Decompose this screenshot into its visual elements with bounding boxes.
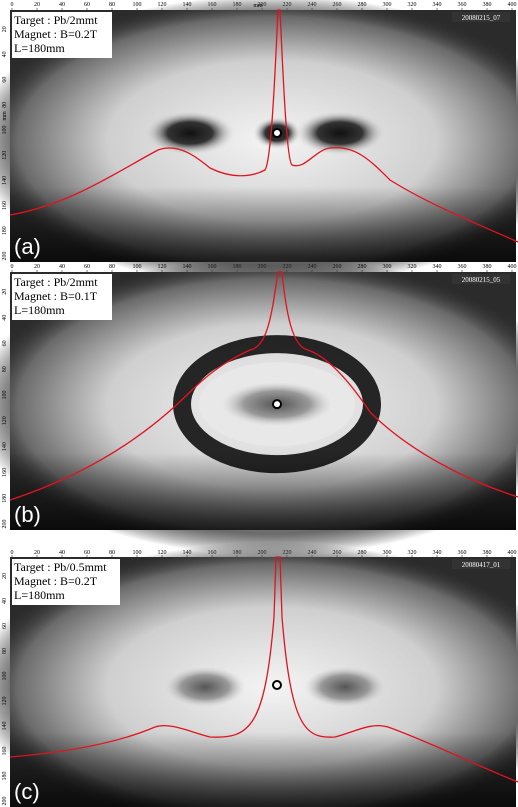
x-tick-label: 380 — [483, 2, 492, 8]
x-tick-label: 360 — [458, 550, 467, 556]
y-tick-label: 60 — [2, 77, 8, 83]
x-tick-label: 400 — [508, 264, 517, 270]
date-stamp: 20080215_05 — [462, 276, 501, 284]
y-tick-label: 100 — [2, 126, 8, 135]
x-tick-label: 360 — [458, 264, 467, 270]
y-tick-label: 120 — [2, 697, 8, 706]
center-spot — [273, 400, 281, 408]
y-tick-label: 140 — [2, 722, 8, 731]
x-tick-label: 40 — [59, 2, 65, 8]
x-tick-label: 60 — [84, 264, 90, 270]
x-tick-label: 320 — [408, 2, 417, 8]
info-line: L=180mm — [14, 303, 65, 317]
x-tick-label: 80 — [109, 2, 115, 8]
y-tick-label: 120 — [2, 151, 8, 160]
x-tick-label: 60 — [84, 550, 90, 556]
info-line: L=180mm — [14, 41, 65, 55]
x-tick-label: 400 — [508, 550, 517, 556]
info-line: Magnet : B=0.1T — [14, 289, 98, 303]
x-tick-label: 100 — [133, 2, 142, 8]
x-tick-label: 40 — [59, 550, 65, 556]
y-tick-label: 80 — [2, 648, 8, 654]
panel-label: (b) — [14, 502, 41, 527]
x-tick-label: 80 — [109, 550, 115, 556]
panel: 0204060801001201401601802002202402602803… — [0, 542, 518, 807]
x-tick-label: 60 — [84, 2, 90, 8]
y-tick-label: 100 — [2, 672, 8, 681]
y-tick-label: 160 — [2, 747, 8, 756]
y-tick-label: 160 — [2, 201, 8, 210]
y-tick-label: 120 — [2, 416, 8, 425]
y-tick-label: 180 — [2, 226, 8, 235]
panel: 0204060801001201401601802002202402602803… — [0, 0, 518, 287]
info-line: Magnet : B=0.2T — [14, 27, 98, 41]
figure: 0204060801001201401601802002202402602803… — [0, 0, 518, 807]
y-tick-label: 200 — [2, 797, 8, 806]
x-tick-label: 380 — [483, 264, 492, 270]
x-tick-label: 0 — [11, 2, 14, 8]
y-tick-label: 40 — [2, 598, 8, 604]
y-tick-label: 100 — [2, 391, 8, 400]
x-tick-label: 380 — [483, 550, 492, 556]
x-tick-label: 0 — [11, 264, 14, 270]
x-unit: mm — [253, 3, 263, 9]
y-tick-label: 140 — [2, 176, 8, 185]
x-tick-label: 400 — [508, 2, 517, 8]
info-line: Target : Pb/0.5mmt — [14, 560, 107, 574]
y-tick-label: 180 — [2, 772, 8, 781]
y-tick-label: 80 — [2, 366, 8, 372]
panel-label: (c) — [14, 779, 40, 804]
x-tick-label: 0 — [11, 550, 14, 556]
x-tick-label: 320 — [408, 264, 417, 270]
x-tick-label: 20 — [34, 550, 40, 556]
x-tick-label: 340 — [433, 264, 442, 270]
y-tick-label: 20 — [2, 289, 8, 295]
x-tick-label: 20 — [34, 264, 40, 270]
panel-label: (a) — [14, 234, 41, 259]
x-tick-label: 360 — [458, 2, 467, 8]
date-stamp: 20080215_07 — [462, 14, 501, 22]
date-stamp: 20080417_01 — [462, 561, 501, 569]
bottom-shade — [10, 453, 516, 530]
bottom-shade — [10, 732, 516, 807]
y-tick-label: 200 — [2, 520, 8, 529]
panel: 0204060801001201401601802002202402602803… — [0, 257, 518, 556]
info-line: Target : Pb/2mmt — [14, 275, 98, 289]
center-spot — [273, 681, 281, 689]
y-tick-label: 60 — [2, 340, 8, 346]
x-tick-label: 320 — [408, 550, 417, 556]
x-tick-label: 340 — [433, 2, 442, 8]
y-unit: mm — [2, 111, 8, 121]
y-tick-label: 20 — [2, 573, 8, 579]
dark-lobe — [145, 111, 235, 155]
bottom-shade — [10, 186, 516, 262]
y-tick-label: 140 — [2, 442, 8, 451]
y-tick-label: 60 — [2, 623, 8, 629]
y-tick-label: 200 — [2, 252, 8, 261]
x-tick-label: 100 — [133, 550, 142, 556]
y-tick-label: 160 — [2, 468, 8, 477]
info-line: Magnet : B=0.2T — [14, 574, 98, 588]
y-tick-label: 80 — [2, 102, 8, 108]
x-tick-label: 100 — [133, 264, 142, 270]
x-tick-label: 20 — [34, 2, 40, 8]
x-tick-label: 340 — [433, 550, 442, 556]
dark-lobe — [305, 667, 385, 707]
info-line: L=180mm — [14, 588, 65, 602]
center-spot — [273, 129, 281, 137]
x-tick-label: 40 — [59, 264, 65, 270]
y-tick-label: 40 — [2, 315, 8, 321]
y-tick-label: 20 — [2, 26, 8, 32]
y-tick-label: 180 — [2, 494, 8, 503]
info-line: Target : Pb/2mmt — [14, 13, 98, 27]
dark-lobe — [165, 667, 245, 707]
y-tick-label: 40 — [2, 51, 8, 57]
x-tick-label: 80 — [109, 264, 115, 270]
